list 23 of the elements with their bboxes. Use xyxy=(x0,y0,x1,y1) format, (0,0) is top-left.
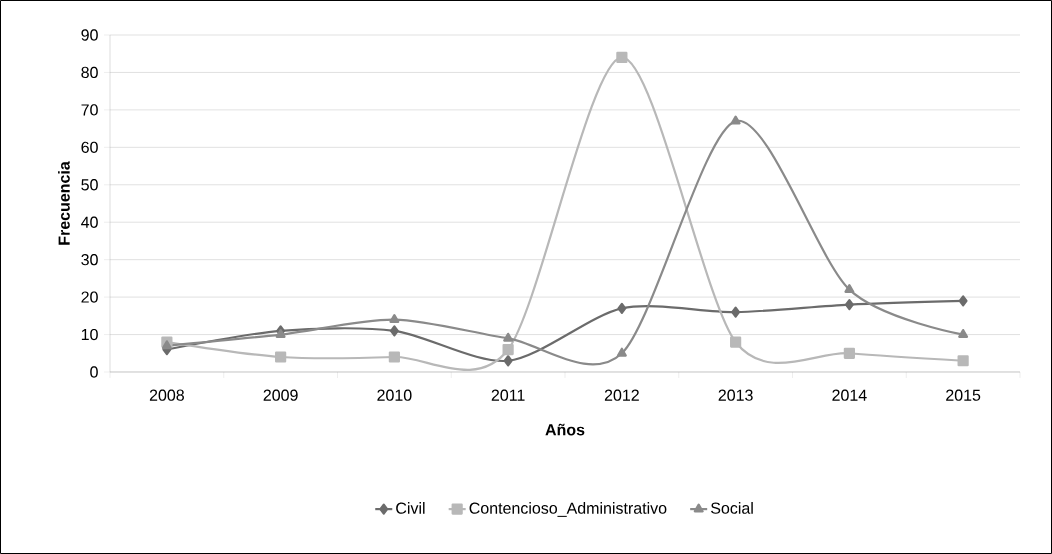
x-tick-label: 2013 xyxy=(718,389,753,401)
y-tick-label: 10 xyxy=(81,328,98,341)
y-tick-label: 0 xyxy=(90,366,98,378)
y-tick-label: 30 xyxy=(81,254,98,266)
x-tick-label: 2011 xyxy=(491,389,525,401)
y-tick-label: 90 xyxy=(81,29,98,41)
legend-label: Civil xyxy=(396,502,425,514)
y-axis-title: Frecuencia xyxy=(58,161,70,245)
y-tick-label: 70 xyxy=(81,104,98,116)
y-tick-label: 40 xyxy=(81,216,98,228)
x-tick-label: 2008 xyxy=(149,389,184,401)
x-tick-label: 2014 xyxy=(832,389,867,401)
legend-label: Contencioso_Administrativo xyxy=(469,502,667,517)
y-tick-label: 80 xyxy=(81,66,98,79)
x-tick-label: 2012 xyxy=(604,389,639,401)
x-axis-title: Años xyxy=(545,423,585,436)
y-tick-label: 60 xyxy=(81,141,98,153)
legend-label: Social xyxy=(711,502,753,514)
x-tick-label: 2010 xyxy=(377,389,412,401)
x-tick-label: 2009 xyxy=(263,389,298,401)
x-tick-label: 2015 xyxy=(946,389,981,401)
y-tick-label: 20 xyxy=(81,291,98,303)
y-tick-label: 50 xyxy=(81,179,98,191)
